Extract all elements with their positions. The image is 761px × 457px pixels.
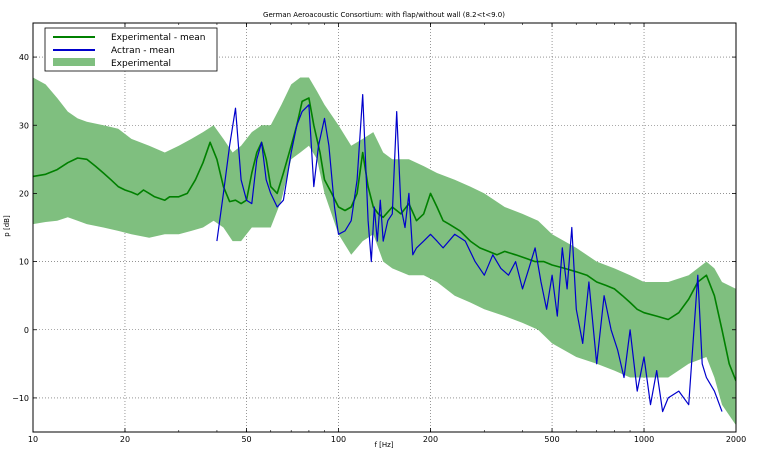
actran-mean-line [216, 93, 723, 413]
x-axis-label: f [Hz] [374, 441, 393, 449]
chart-title: German Aeroacoustic Consortium: with fla… [263, 11, 505, 19]
plot-frame [32, 22, 737, 433]
y-tick-labels: −10 0 10 20 30 40 [12, 53, 29, 403]
x-tick-label: 50 [241, 435, 251, 444]
legend-label-actran-mean: Actran - mean [111, 46, 175, 56]
experimental-band-layer [33, 77, 736, 426]
y-tick-label: 10 [19, 258, 29, 267]
y-tick-label: 20 [19, 189, 29, 198]
x-tick-label: 100 [331, 435, 346, 444]
legend-swatch-experimental-band [53, 58, 95, 66]
x-tick-label: 200 [423, 435, 438, 444]
x-tick-labels: 10 20 50 100 200 500 1000 2000 [28, 435, 746, 444]
experimental-band [33, 77, 736, 426]
y-tick-label: 40 [19, 53, 29, 62]
x-tick-label: 2000 [726, 435, 746, 444]
y-tick-label: −10 [12, 394, 29, 403]
series-layer [33, 93, 736, 413]
y-tick-label: 0 [24, 326, 29, 335]
legend-label-experimental-band: Experimental [111, 59, 171, 69]
x-tick-label: 1000 [634, 435, 654, 444]
axis-ticks [32, 23, 737, 432]
x-tick-label: 20 [120, 435, 130, 444]
y-axis-label: p [dB] [3, 215, 11, 237]
y-tick-label: 30 [19, 121, 29, 130]
x-tick-label: 500 [544, 435, 559, 444]
x-tick-label: 10 [28, 435, 38, 444]
legend: Experimental - mean Actran - mean Experi… [44, 27, 218, 72]
legend-label-experimental-mean: Experimental - mean [111, 33, 206, 43]
experimental-mean-line [33, 97, 736, 382]
